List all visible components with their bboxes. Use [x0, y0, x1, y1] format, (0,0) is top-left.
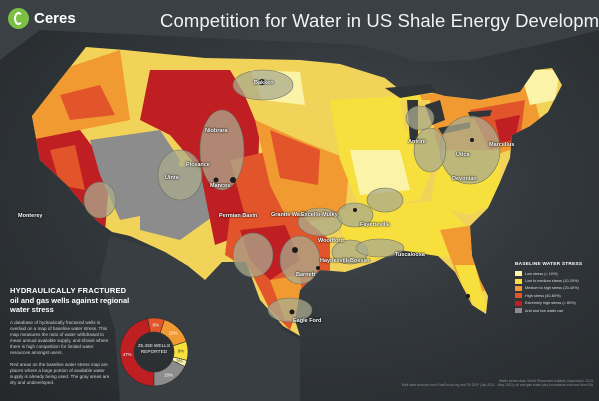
- play-label: Antrim: [408, 139, 426, 145]
- play-label: Woodford: [318, 238, 344, 244]
- play-label: Bossier: [350, 258, 371, 264]
- info-subheading: oil and gas wells against regional water…: [10, 296, 130, 314]
- donut-segment: [153, 360, 186, 387]
- donut-segment: [119, 318, 155, 387]
- ceres-logo: Ceres: [8, 8, 76, 29]
- legend-swatch: [515, 285, 522, 291]
- legend-swatch: [515, 293, 522, 299]
- play-label: Granite Wash: [271, 212, 307, 218]
- play-label: Mancos: [210, 183, 231, 189]
- legend-title: BASELINE WATER STRESS: [515, 262, 583, 267]
- play-label: Haynesville: [320, 258, 351, 264]
- legend-item: Low stress (< 10%): [515, 270, 595, 277]
- donut-count: 25,450 WELLS: [137, 344, 171, 349]
- donut-svg: 47% 8% 15% 9% 3% 18%: [119, 317, 189, 387]
- shale-play-overlays: [83, 69, 501, 323]
- legend-label: High stress (40-80%): [525, 293, 561, 298]
- info-paragraph-1: A database of hydraulically fractured we…: [10, 320, 109, 355]
- legend-item: Arid and low water use: [515, 307, 595, 314]
- water-stress-legend: BASELINE WATER STRESS Low stress (< 10%)…: [515, 262, 595, 314]
- credit-line-2: Well data sourced from FracFocus.org and…: [401, 383, 593, 388]
- play-label: Permian Basin: [219, 213, 258, 219]
- legend-swatch: [515, 308, 522, 314]
- canada-land: [0, 0, 599, 62]
- well-clusters: [213, 79, 474, 315]
- donut-segment-label: 47%: [123, 352, 132, 357]
- donut-segment-label: 9%: [178, 349, 185, 354]
- info-panel: HYDRAULICALLY FRACTURED oil and gas well…: [10, 286, 130, 386]
- play-label: Piceance: [186, 162, 210, 168]
- play-label: Monterey: [18, 213, 43, 219]
- play-label: Barnett: [296, 272, 316, 278]
- info-paragraph-2: Red areas on the baseline water stress m…: [10, 362, 110, 385]
- donut-segment-label: 18%: [164, 372, 173, 377]
- donut-caption: REPORTED: [140, 350, 168, 355]
- legend-item: High stress (40-80%): [515, 292, 595, 299]
- logo-text: Ceres: [34, 10, 76, 27]
- legend-label: Extremely high stress (> 80%): [525, 301, 576, 306]
- donut-hole: [134, 332, 174, 372]
- play-label: Fayetteville: [360, 222, 390, 228]
- legend-label: Low to medium stress (10-20%): [525, 279, 579, 284]
- legend-item: Medium to high stress (20-40%): [515, 285, 595, 292]
- play-label: Niobrara: [205, 128, 228, 134]
- credit-line-1: Water stress data: World Resources Insti…: [498, 379, 593, 383]
- page-title: Competition for Water in US Shale Energy…: [160, 10, 599, 31]
- legend-swatch: [515, 300, 522, 306]
- legend-label: Medium to high stress (20-40%): [525, 286, 579, 291]
- play-label: Devonian: [452, 176, 477, 182]
- legend-rows: Low stress (< 10%) Low to medium stress (…: [515, 270, 595, 314]
- ceres-logo-icon: [8, 8, 29, 29]
- legend-swatch: [515, 278, 522, 284]
- play-label: Excello-Mulky: [301, 212, 338, 218]
- legend-item: Extremely high stress (> 80%): [515, 300, 595, 307]
- play-label: Bakken: [254, 80, 274, 86]
- source-credits: Water stress data: World Resources Insti…: [363, 379, 593, 388]
- wells-donut-chart: 47% 8% 15% 9% 3% 18% 25,450 WELLS REPORTED: [118, 316, 190, 388]
- legend-item: Low to medium stress (10-20%): [515, 277, 595, 284]
- play-label: Utica: [456, 152, 470, 158]
- legend-label: Low stress (< 10%): [525, 271, 558, 276]
- legend-label: Arid and low water use: [525, 308, 564, 313]
- donut-segment-label: 15%: [169, 330, 178, 335]
- donut-segment-label: 8%: [152, 323, 159, 328]
- info-heading: HYDRAULICALLY FRACTURED: [10, 286, 127, 295]
- legend-swatch: [515, 271, 522, 277]
- donut-segment-label: 3%: [176, 359, 183, 364]
- play-label: Marcellus: [489, 142, 515, 148]
- play-label: Eagle Ford: [293, 318, 322, 324]
- play-label: Uinta: [165, 175, 179, 181]
- donut-center: 25,450 WELLS REPORTED: [118, 344, 190, 356]
- play-label: Tuscaloosa: [395, 252, 425, 258]
